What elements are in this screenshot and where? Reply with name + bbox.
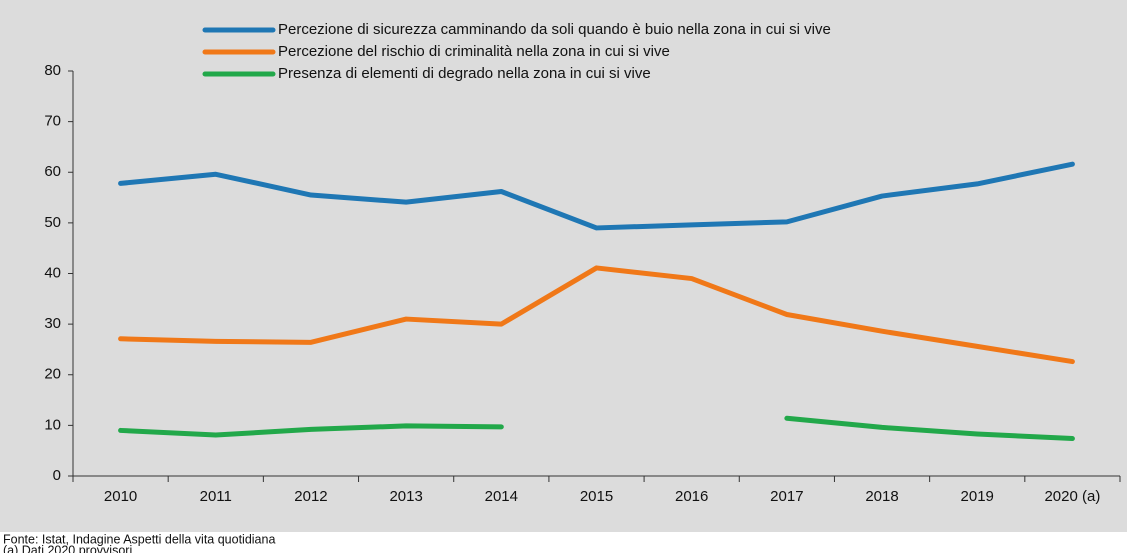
- y-tick-label: 50: [44, 214, 61, 231]
- series-line: [118, 415, 1075, 442]
- y-tick-label: 20: [44, 366, 61, 383]
- y-tick-label: 10: [44, 416, 61, 433]
- legend-label: Percezione del rischio di criminalità ne…: [278, 43, 670, 60]
- source-note: Fonte: Istat, Indagine Aspetti della vit…: [3, 532, 275, 546]
- x-tick-label: 2020 (a): [1044, 488, 1100, 505]
- x-tick-label: 2010: [104, 488, 137, 505]
- y-tick-label: 40: [44, 264, 61, 281]
- y-tick-label: 70: [44, 113, 61, 130]
- y-tick-label: 60: [44, 163, 61, 180]
- series-line: [118, 161, 1075, 231]
- footnote: (a) Dati 2020 provvisori.: [3, 543, 136, 553]
- y-tick-label: 30: [44, 315, 61, 332]
- x-tick-label: 2015: [580, 488, 613, 505]
- x-tick-label: 2017: [770, 488, 803, 505]
- legend-label: Percezione di sicurezza camminando da so…: [278, 21, 831, 38]
- x-tick-label: 2019: [961, 488, 994, 505]
- y-tick-label: 0: [53, 467, 61, 484]
- y-tick-label: 80: [44, 62, 61, 79]
- x-tick-label: 2011: [200, 488, 232, 505]
- x-tick-label: 2018: [865, 488, 898, 505]
- chart-background: [0, 0, 1127, 532]
- x-tick-label: 2013: [389, 488, 422, 505]
- series-line: [118, 265, 1075, 365]
- x-tick-label: 2014: [485, 488, 518, 505]
- x-tick-label: 2012: [294, 488, 327, 505]
- legend-label: Presenza di elementi di degrado nella zo…: [278, 65, 651, 82]
- x-tick-label: 2016: [675, 488, 708, 505]
